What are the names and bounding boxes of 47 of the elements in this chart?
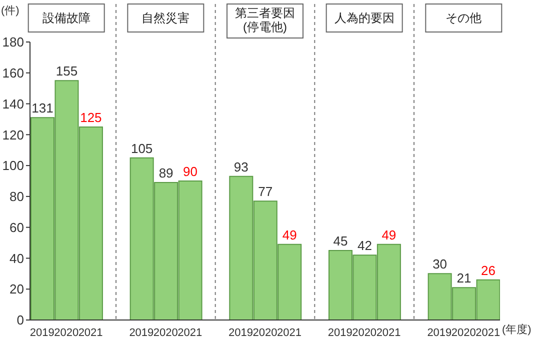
y-tick-label: 120 [2,127,24,142]
y-tick-label: 60 [10,220,24,235]
x-tick-label: 2019 [328,326,352,338]
data-label: 49 [382,227,396,242]
x-tick-label: 2019 [129,326,154,338]
x-tick-label: 2019 [427,326,452,338]
x-tick-label: 2020 [352,326,377,338]
y-tick-label: 20 [10,282,24,297]
x-tick-label: 2021 [178,326,202,338]
data-label: 49 [282,227,297,242]
y-tick-label: 0 [16,312,24,328]
x-tick-label: 2019 [228,326,254,338]
y-tick-label: 100 [2,158,24,174]
x-tick-label: 2019 [30,326,54,338]
x-axis-title: (年度) [502,323,532,336]
text: 第三者要因 (停電他) [235,6,295,34]
data-label: 77 [258,184,273,200]
x-tick-label: 2021 [78,326,103,338]
data-label: 105 [130,140,153,156]
y-tick-label: 40 [10,250,24,266]
x-tick-label: 2020 [54,326,79,338]
data-label: 30 [432,256,448,272]
x-tick-label: 2021 [376,326,401,338]
data-label: 45 [333,234,348,248]
data-label: 21 [456,270,472,286]
y-tick-label: 140 [2,96,24,112]
text: 人為的要因 [334,11,394,25]
data-label: 131 [32,100,54,116]
y-tick-label: 160 [2,66,24,81]
x-tick-label: 2020 [252,326,278,338]
data-label: 155 [56,64,78,79]
data-label: 93 [234,159,248,174]
x-tick-label: 2020 [153,326,178,338]
text: 自然災害 [142,11,190,25]
data-label: 42 [357,238,372,254]
data-label: 90 [183,164,198,179]
data-label: 125 [80,110,102,125]
x-tick-label: 2021 [276,326,302,338]
x-tick-label: 2021 [476,326,500,338]
y-tick-label: 180 [2,34,24,50]
y-axis-title: (件) [1,5,20,17]
text: その他 [446,11,482,25]
x-tick-label: 2020 [451,326,476,338]
y-tick-label: 80 [10,189,24,204]
text: 設備故障 [42,11,90,25]
data-label: 89 [158,166,174,181]
data-label: 26 [481,262,496,278]
